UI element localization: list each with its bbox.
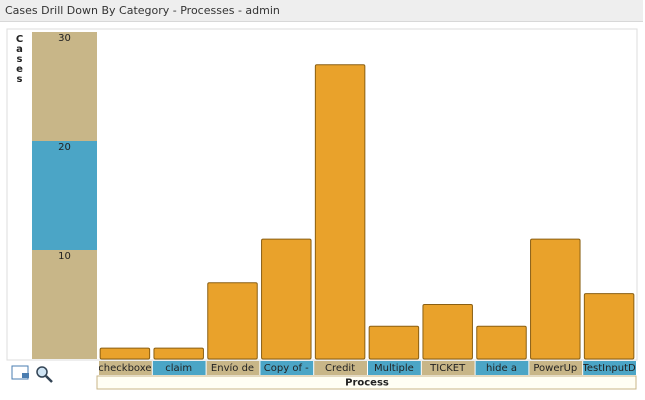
x-tick-box <box>260 361 314 375</box>
x-axis-label: Process <box>345 378 389 389</box>
window-title: Cases Drill Down By Category - Processes… <box>0 0 643 22</box>
x-tick-box <box>99 361 152 375</box>
x-tick-label: claim <box>165 363 192 374</box>
x-tick-box <box>529 361 583 375</box>
x-tick-box <box>314 361 367 375</box>
bar <box>261 238 312 360</box>
icon-part <box>22 373 29 378</box>
x-tick-label: checkboxe <box>98 363 151 374</box>
x-tick-label: TICKET <box>429 363 466 374</box>
icon-lens <box>36 366 48 378</box>
x-tick-label: TestInputD <box>581 363 636 374</box>
y-tick-label: 10 <box>58 251 71 262</box>
x-tick-label: hide a <box>486 363 517 374</box>
x-tick-box <box>475 361 529 375</box>
x-label-box <box>96 375 637 390</box>
bar <box>368 325 420 360</box>
axis-band <box>32 141 97 250</box>
bar <box>583 293 635 360</box>
chart-icon[interactable] <box>11 365 29 380</box>
bar <box>476 325 527 360</box>
x-tick-label: Copy of - <box>264 363 309 374</box>
x-tick-box <box>368 361 421 375</box>
zoom-icon[interactable] <box>36 366 53 383</box>
x-tick-box <box>421 361 475 375</box>
y-tick-label: 20 <box>58 142 71 153</box>
x-tick-label: PowerUp <box>533 363 577 374</box>
y-tick-label: 30 <box>58 33 71 44</box>
icon-handle <box>45 375 53 383</box>
axis-band <box>32 250 97 359</box>
axis-band <box>32 32 97 141</box>
bar <box>314 64 366 360</box>
x-tick-box <box>152 361 206 375</box>
bar <box>153 347 204 360</box>
x-tick-box <box>206 361 260 375</box>
bar <box>207 282 258 360</box>
bar <box>99 347 151 360</box>
bar <box>530 238 581 360</box>
x-tick-label: Envío de <box>211 362 254 374</box>
x-tick-label: Credit <box>325 363 355 374</box>
x-tick-box <box>583 361 636 375</box>
x-tick-label: Multiple <box>374 363 414 374</box>
bar <box>422 304 473 360</box>
y-axis-label: Cases <box>14 34 25 84</box>
